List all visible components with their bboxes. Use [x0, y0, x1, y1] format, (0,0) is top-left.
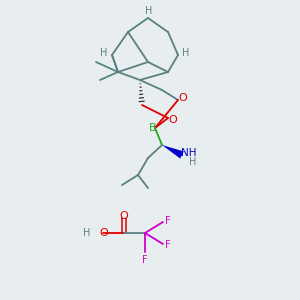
- Text: O: O: [169, 115, 177, 125]
- Text: F: F: [165, 240, 171, 250]
- Text: O: O: [120, 211, 128, 221]
- Text: H: H: [100, 48, 108, 58]
- Text: B: B: [149, 123, 157, 133]
- Text: H: H: [182, 48, 190, 58]
- Text: H: H: [189, 157, 197, 167]
- Text: O: O: [178, 93, 188, 103]
- Text: O: O: [100, 228, 108, 238]
- Text: H: H: [83, 228, 91, 238]
- Text: F: F: [142, 255, 148, 265]
- Text: H: H: [145, 6, 153, 16]
- Polygon shape: [162, 145, 184, 159]
- Text: NH: NH: [181, 148, 197, 158]
- Text: F: F: [165, 216, 171, 226]
